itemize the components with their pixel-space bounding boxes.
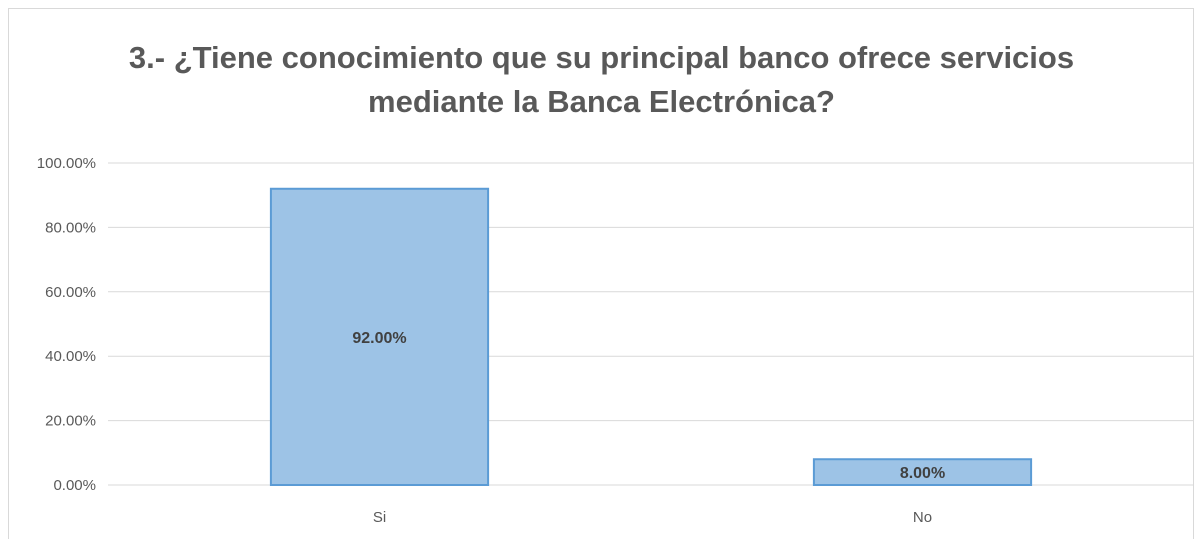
bar (812, 458, 1033, 486)
bar (269, 187, 490, 486)
chart-title-line-2: mediante la Banca Electrónica? (368, 84, 835, 119)
x-tick-label: Si (373, 509, 386, 526)
chart-frame (8, 8, 1194, 539)
y-tick-label: 20.00% (45, 413, 96, 430)
y-tick-label: 80.00% (45, 219, 96, 236)
y-tick-label: 60.00% (45, 284, 96, 301)
chart-title: 3.- ¿Tiene conocimiento que su principal… (0, 36, 1203, 124)
y-tick-label: 100.00% (37, 155, 96, 172)
x-tick-label: No (913, 509, 932, 526)
y-tick-label: 40.00% (45, 348, 96, 365)
chart-title-line-1: 3.- ¿Tiene conocimiento que su principal… (128, 40, 1075, 75)
data-label: 8.00% (900, 465, 945, 482)
data-label: 92.00% (352, 330, 406, 347)
y-tick-label: 0.00% (53, 477, 96, 494)
